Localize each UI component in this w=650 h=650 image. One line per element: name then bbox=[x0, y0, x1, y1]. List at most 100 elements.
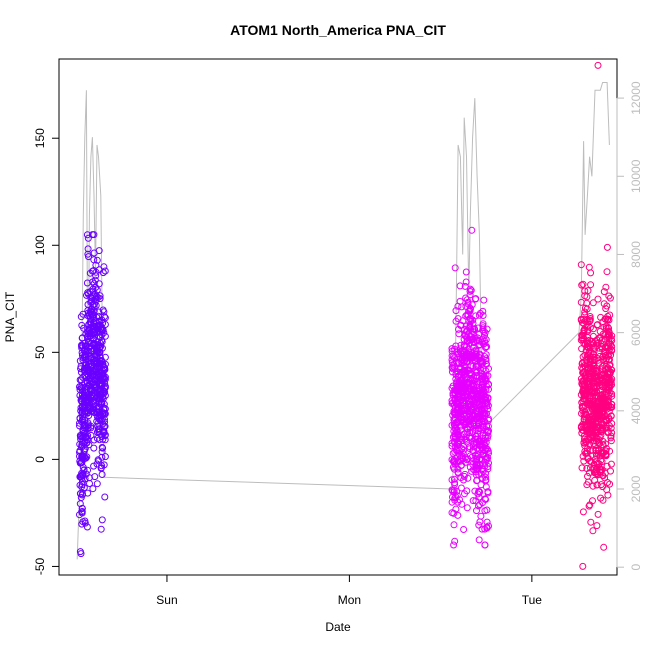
data-point bbox=[100, 308, 108, 316]
data-point bbox=[603, 243, 611, 251]
data-point bbox=[580, 329, 588, 337]
data-point bbox=[79, 471, 87, 479]
data-point bbox=[479, 307, 487, 315]
data-point bbox=[602, 440, 609, 448]
data-point bbox=[606, 389, 614, 397]
data-point bbox=[484, 432, 492, 440]
data-point bbox=[101, 366, 109, 374]
data-point bbox=[586, 397, 594, 405]
data-point bbox=[84, 432, 92, 440]
data-point bbox=[579, 508, 587, 516]
right-y-axis: 0 2000 4000 6000 8000 10000 12000 bbox=[616, 81, 643, 571]
data-point bbox=[483, 506, 491, 514]
data-point bbox=[452, 307, 460, 315]
data-point bbox=[450, 521, 458, 529]
y-tick-label-1: 0 bbox=[33, 456, 47, 463]
chart-title: ATOM1 North_America PNA_CIT bbox=[230, 22, 446, 38]
data-point bbox=[458, 436, 466, 444]
data-point bbox=[484, 372, 492, 380]
data-point bbox=[457, 322, 465, 329]
data-point bbox=[98, 344, 106, 352]
plot-area-frame bbox=[58, 58, 618, 576]
data-point bbox=[97, 339, 104, 347]
data-point bbox=[101, 493, 109, 501]
data-point-min bbox=[450, 541, 458, 549]
data-point bbox=[97, 525, 105, 533]
data-point-max bbox=[468, 226, 476, 234]
data-point bbox=[469, 319, 477, 327]
scatter-points bbox=[76, 61, 616, 570]
data-point bbox=[482, 357, 490, 365]
data-point bbox=[452, 505, 460, 513]
data-point bbox=[600, 543, 608, 551]
data-point bbox=[482, 398, 490, 406]
data-point bbox=[82, 454, 90, 462]
data-point bbox=[101, 432, 109, 440]
data-point bbox=[578, 464, 586, 472]
data-point bbox=[456, 282, 464, 290]
data-point bbox=[83, 439, 91, 447]
data-point bbox=[84, 245, 92, 253]
data-point bbox=[593, 522, 601, 530]
data-point bbox=[91, 473, 99, 481]
data-point bbox=[478, 426, 486, 434]
data-point bbox=[101, 267, 109, 275]
data-point bbox=[76, 490, 84, 498]
data-point bbox=[466, 452, 474, 460]
data-point bbox=[80, 466, 88, 474]
data-point bbox=[92, 284, 100, 291]
data-point bbox=[101, 436, 109, 444]
series-1 bbox=[448, 226, 492, 549]
data-point bbox=[594, 510, 602, 518]
data-point bbox=[605, 316, 613, 324]
data-point bbox=[90, 462, 98, 470]
data-point bbox=[607, 351, 615, 359]
data-point bbox=[100, 387, 108, 395]
data-point bbox=[78, 504, 86, 512]
data-point bbox=[604, 403, 612, 411]
data-point bbox=[603, 268, 611, 276]
data-point bbox=[594, 321, 601, 329]
data-point bbox=[83, 279, 91, 287]
data-point bbox=[479, 322, 487, 330]
data-point bbox=[608, 392, 616, 400]
data-point bbox=[483, 325, 491, 333]
data-point bbox=[608, 390, 616, 398]
data-point bbox=[466, 287, 474, 295]
data-point bbox=[463, 504, 471, 512]
data-point bbox=[597, 494, 605, 502]
data-point bbox=[608, 401, 616, 409]
x-axis-label: Date bbox=[325, 620, 351, 634]
data-point bbox=[481, 462, 489, 470]
data-point bbox=[472, 471, 480, 479]
data-point bbox=[468, 301, 476, 309]
data-point bbox=[462, 278, 470, 286]
data-point bbox=[586, 313, 594, 320]
data-point bbox=[482, 336, 490, 344]
data-point bbox=[474, 334, 482, 342]
data-point bbox=[98, 453, 106, 461]
data-point bbox=[92, 272, 100, 280]
data-point bbox=[585, 263, 593, 271]
data-point bbox=[458, 445, 466, 453]
data-point bbox=[469, 446, 477, 454]
data-point bbox=[99, 395, 107, 402]
data-point bbox=[466, 291, 474, 299]
data-point bbox=[460, 446, 468, 454]
data-point bbox=[460, 526, 468, 533]
data-point bbox=[98, 325, 106, 332]
x-tick-label-1: Mon bbox=[338, 593, 361, 607]
data-point bbox=[101, 353, 109, 361]
data-point bbox=[607, 434, 615, 442]
data-point bbox=[605, 292, 613, 300]
data-point bbox=[95, 247, 103, 255]
data-point bbox=[84, 489, 92, 497]
data-point bbox=[608, 429, 616, 437]
right-tick-label-4: 8000 bbox=[629, 241, 643, 268]
data-point bbox=[89, 267, 96, 275]
data-point bbox=[603, 302, 611, 310]
data-point bbox=[485, 415, 492, 423]
data-point bbox=[93, 480, 101, 488]
data-point bbox=[587, 281, 595, 289]
